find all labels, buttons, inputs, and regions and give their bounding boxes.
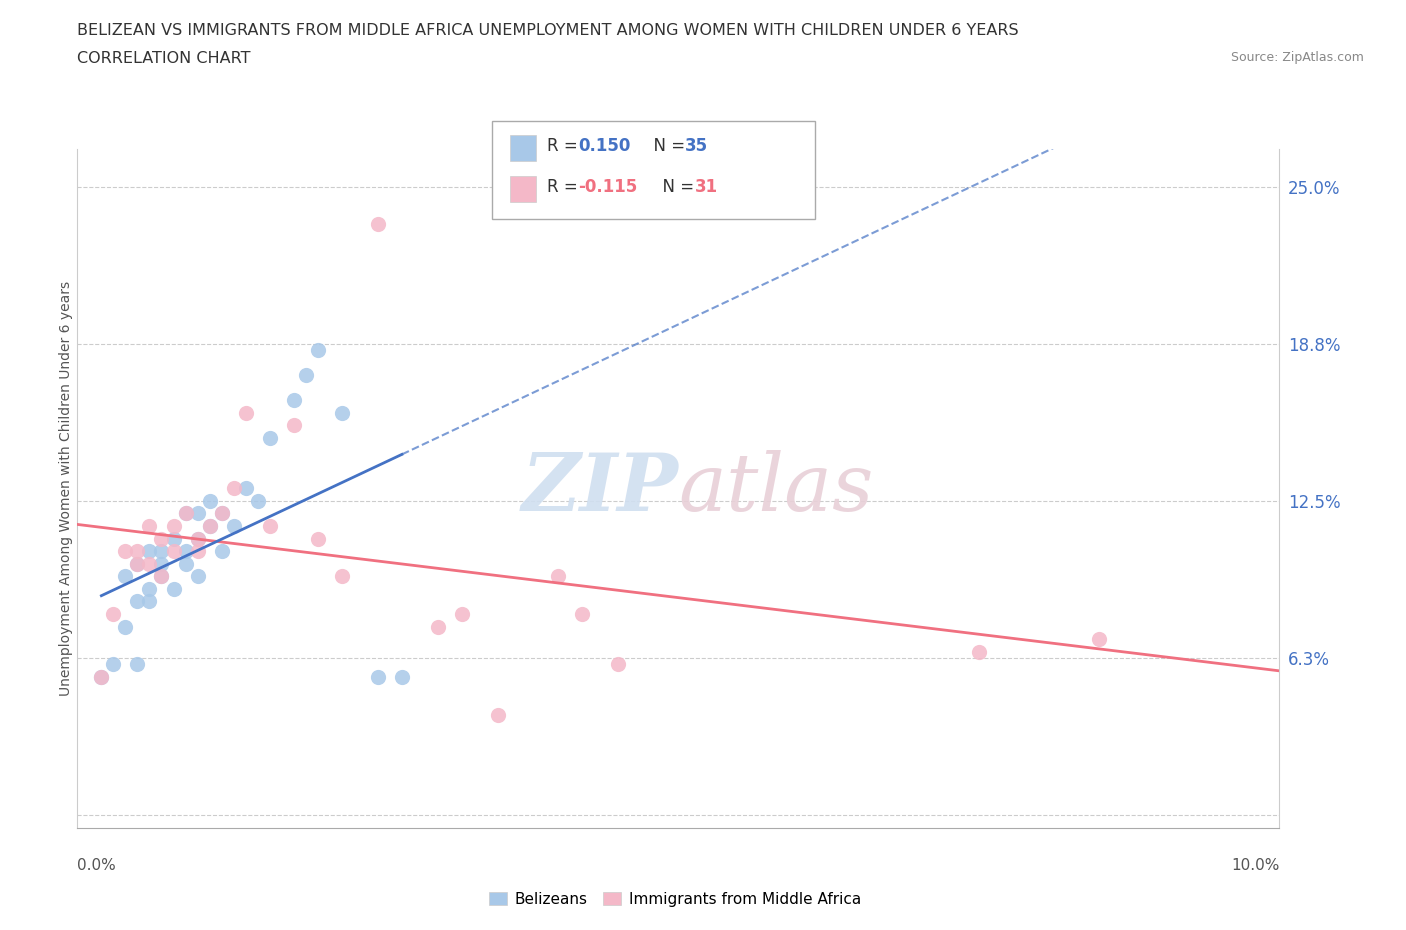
Point [150,569,173,584]
Point [246,494,269,509]
Point [307,531,329,546]
Point [90,670,112,684]
Point [283,418,305,432]
Text: 31: 31 [695,178,717,196]
Point [138,556,160,571]
Point [186,544,209,559]
Text: 0.150: 0.150 [578,137,630,155]
Point [150,569,173,584]
Point [127,594,149,609]
Point [162,581,184,596]
Point [138,544,160,559]
Point [198,519,221,534]
Text: 35: 35 [685,137,707,155]
Point [283,392,305,407]
Point [330,569,353,584]
Point [150,556,173,571]
Point [138,519,160,534]
Point [127,657,149,671]
Point [174,506,197,521]
Point [150,544,173,559]
Point [211,506,233,521]
Point [103,657,125,671]
Point [114,569,136,584]
Point [150,531,173,546]
Text: N =: N = [643,137,690,155]
Point [174,556,197,571]
Text: -0.115: -0.115 [578,178,637,196]
Point [367,670,389,684]
Point [114,544,136,559]
Point [162,531,184,546]
Text: Source: ZipAtlas.com: Source: ZipAtlas.com [1230,51,1364,64]
Point [138,594,160,609]
Legend: Belizeans, Immigrants from Middle Africa: Belizeans, Immigrants from Middle Africa [482,886,868,913]
Point [103,606,125,621]
Text: 0.0%: 0.0% [77,857,117,872]
Point [235,481,257,496]
Point [294,367,316,382]
Point [127,544,149,559]
Point [259,431,281,445]
Point [571,606,593,621]
Text: CORRELATION CHART: CORRELATION CHART [77,51,250,66]
Point [330,405,353,420]
Point [162,519,184,534]
Text: 10.0%: 10.0% [1232,857,1279,872]
Point [127,556,149,571]
Point [186,531,209,546]
Point [547,569,569,584]
Point [186,569,209,584]
Point [222,481,245,496]
Point [607,657,630,671]
Point [486,707,509,722]
Point [186,506,209,521]
Text: N =: N = [652,178,700,196]
Point [138,581,160,596]
Point [186,531,209,546]
Point [1088,631,1111,646]
Point [114,619,136,634]
Point [127,556,149,571]
Point [198,519,221,534]
Point [222,519,245,534]
Point [162,544,184,559]
Point [259,519,281,534]
Point [174,506,197,521]
Point [367,217,389,232]
Y-axis label: Unemployment Among Women with Children Under 6 years: Unemployment Among Women with Children U… [59,281,73,696]
Point [211,506,233,521]
Text: R =: R = [547,178,583,196]
Point [451,606,474,621]
Text: ZIP: ZIP [522,449,679,527]
Point [211,544,233,559]
Text: BELIZEAN VS IMMIGRANTS FROM MIDDLE AFRICA UNEMPLOYMENT AMONG WOMEN WITH CHILDREN: BELIZEAN VS IMMIGRANTS FROM MIDDLE AFRIC… [77,23,1019,38]
Point [235,405,257,420]
Point [391,670,413,684]
Point [198,494,221,509]
Point [307,342,329,357]
Point [174,544,197,559]
Text: R =: R = [547,137,583,155]
Text: atlas: atlas [679,449,873,527]
Point [427,619,450,634]
Point [90,670,112,684]
Point [967,644,990,659]
